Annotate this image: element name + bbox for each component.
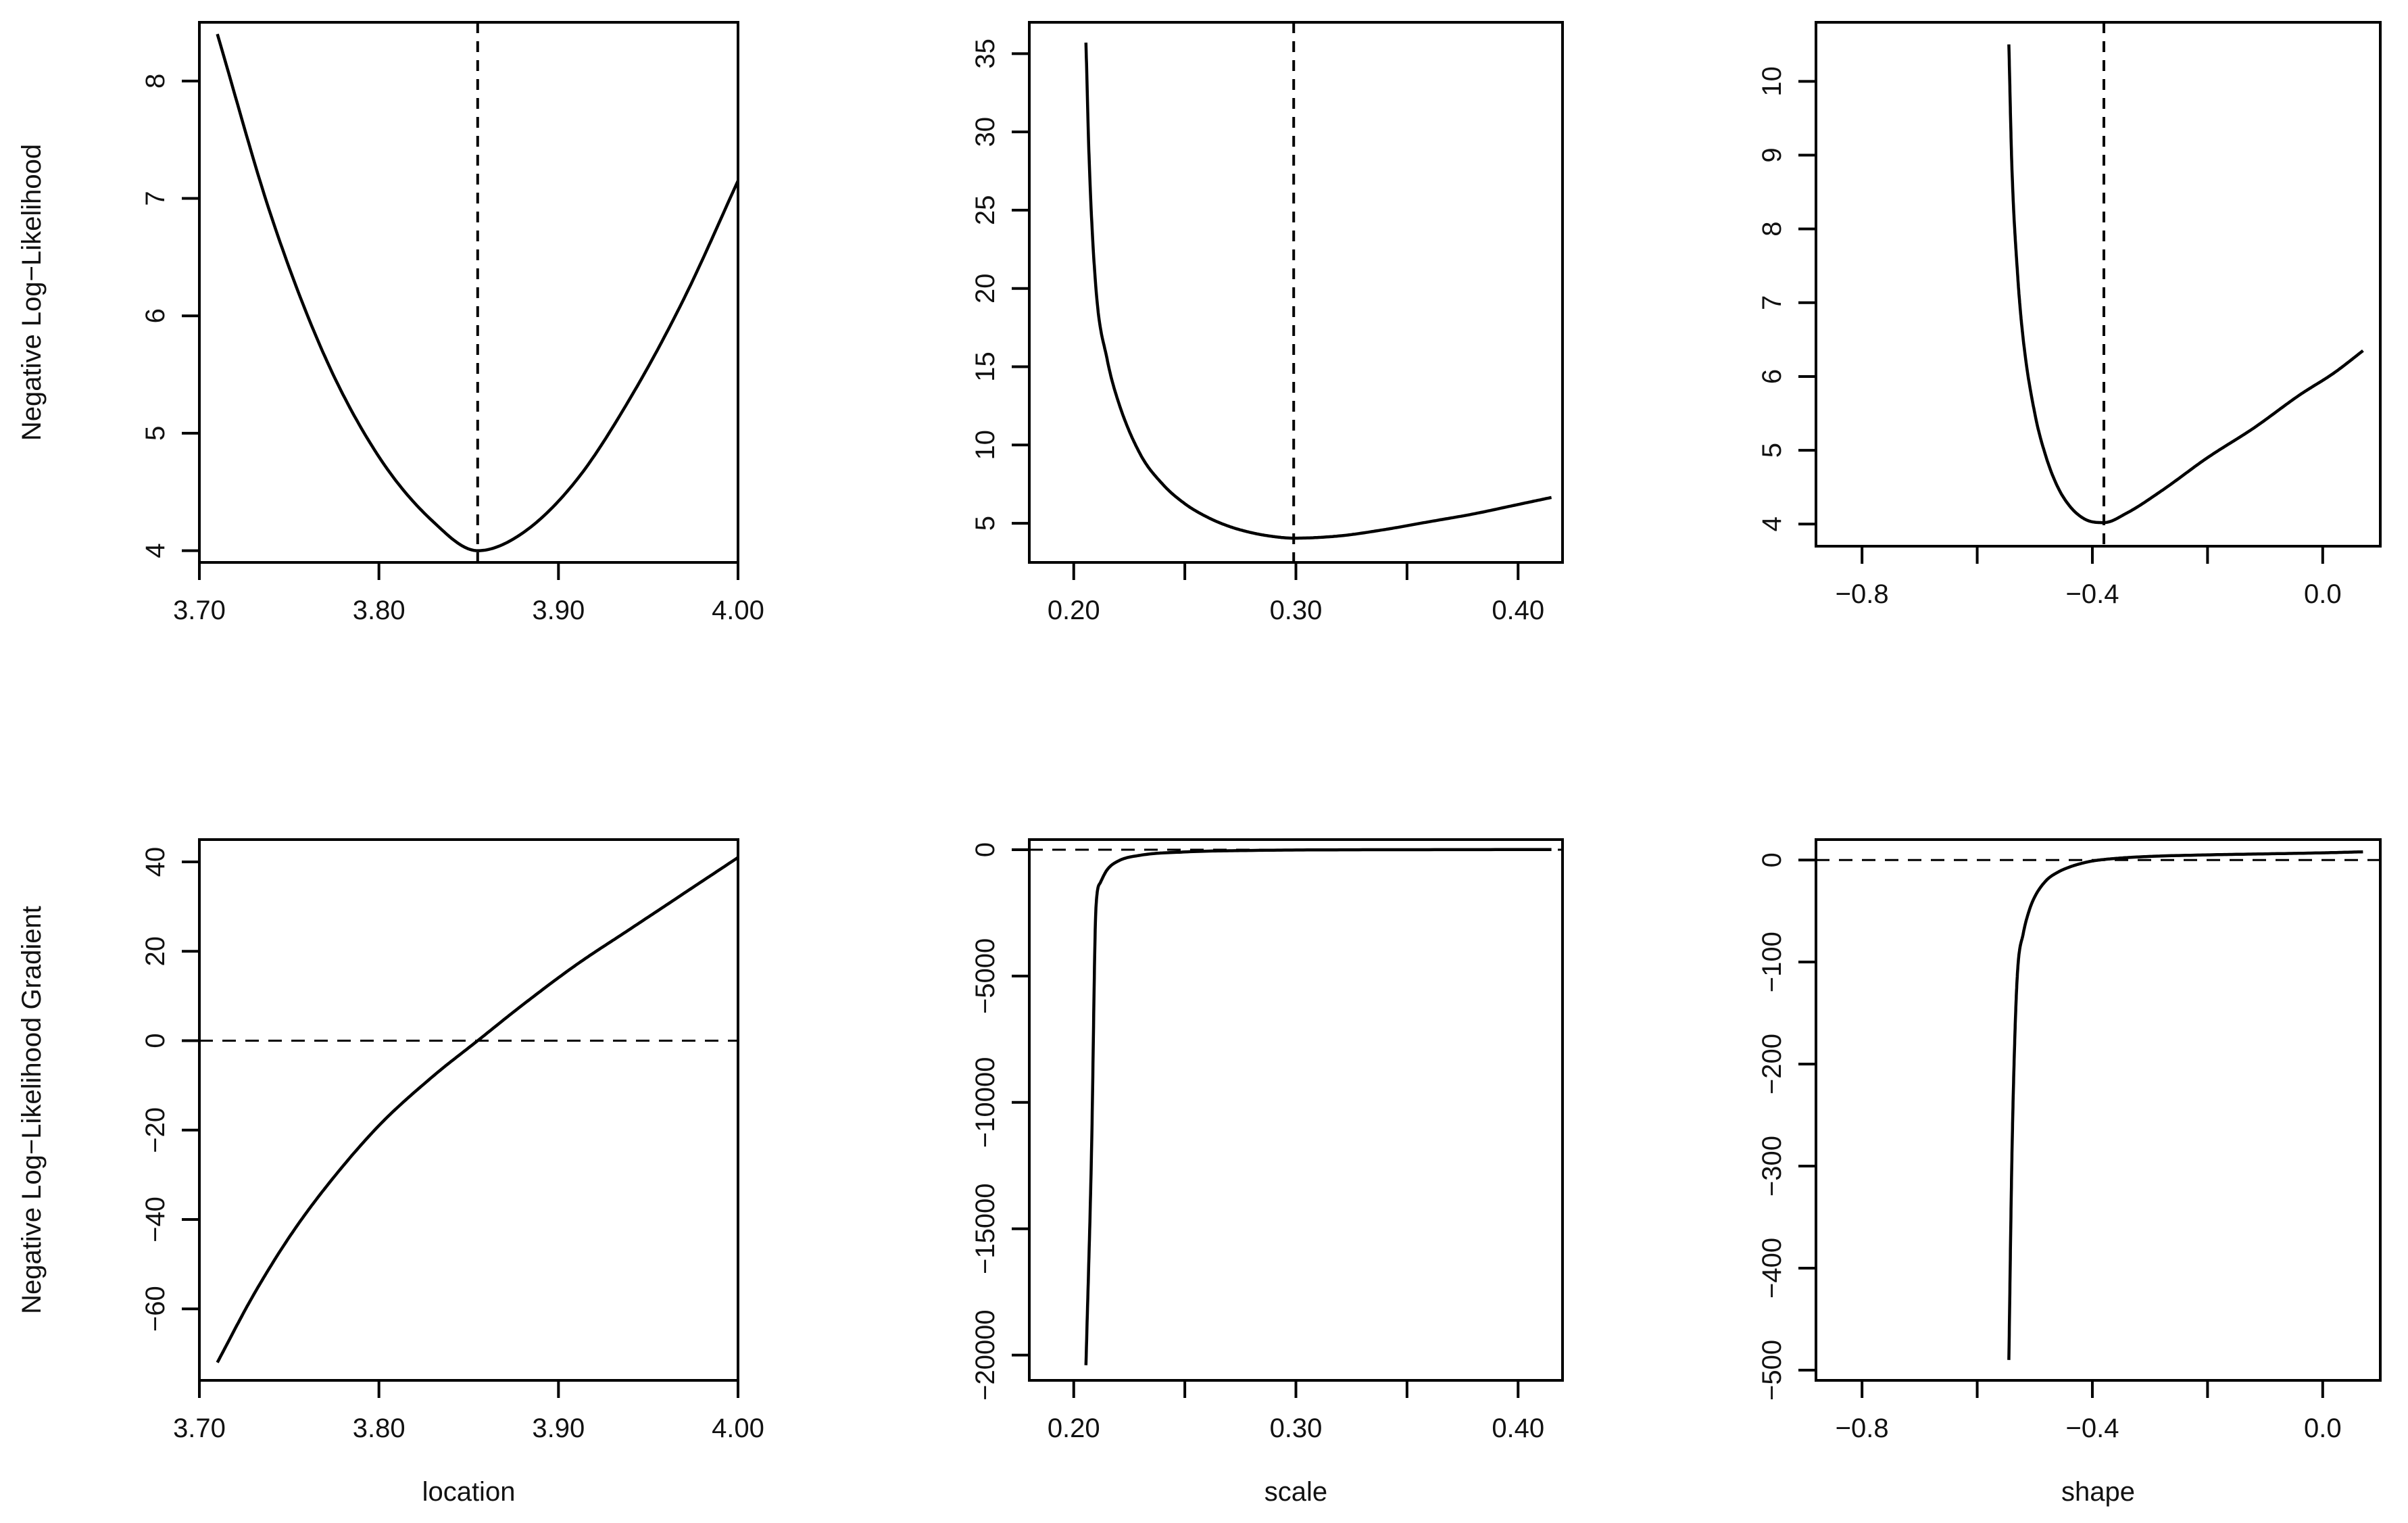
y-tick-label: 5 xyxy=(1757,443,1787,458)
y-tick-label: 7 xyxy=(1757,295,1787,310)
y-tick-label: 20 xyxy=(970,273,1000,304)
y-tick-label: −500 xyxy=(1757,1340,1787,1401)
y-tick-label: −40 xyxy=(141,1196,170,1242)
y-tick-label: 15 xyxy=(970,352,1000,382)
y-axis-label: Negative Log−Likelihood Gradient xyxy=(17,906,47,1314)
y-tick-label: −60 xyxy=(141,1286,170,1332)
x-tick-label: 0.20 xyxy=(1048,596,1100,625)
panel-4: 3.70 3.80 3.90 4.00 −60 −40 −20 0 20 40 location Ne… xyxy=(17,838,764,1507)
y-tick-label: 10 xyxy=(1757,66,1787,97)
y-tick-label: −400 xyxy=(1757,1238,1787,1299)
x-axis-label: shape xyxy=(2061,1477,2135,1507)
plot-frame xyxy=(1028,21,1564,564)
x-tick-label: −0.8 xyxy=(1836,1413,1889,1443)
y-tick-label: −5000 xyxy=(970,938,1000,1014)
x-tick-label: 0.0 xyxy=(2304,579,2342,609)
y-tick-label: 0 xyxy=(141,1033,170,1048)
y-tick-label: 8 xyxy=(141,74,170,89)
x-tick-label: 3.80 xyxy=(353,596,406,625)
series-line-1 xyxy=(2007,850,2363,1360)
y-tick-label: 6 xyxy=(141,308,170,323)
panel-3: −0.8 −0.4 0.0 4 5 6 7 8 9 10 xyxy=(1757,21,2382,609)
y-tick-label: 4 xyxy=(141,543,170,558)
y-tick-label: 7 xyxy=(141,191,170,206)
y-tick-label: −20000 xyxy=(970,1309,1000,1401)
x-tick-label: −0.4 xyxy=(2065,1413,2119,1443)
x-tick-label: −0.8 xyxy=(1836,579,1889,609)
series-line-1 xyxy=(216,33,740,552)
y-tick-label: 40 xyxy=(141,847,170,877)
x-axis-label: scale xyxy=(1264,1477,1327,1507)
x-axis-label: location xyxy=(422,1477,516,1507)
y-tick-label: −300 xyxy=(1757,1136,1787,1196)
x-tick-label: 0.30 xyxy=(1270,596,1323,625)
x-tick-label: 4.00 xyxy=(712,1413,764,1443)
x-tick-label: 0.20 xyxy=(1048,1413,1100,1443)
y-tick-label: 25 xyxy=(970,195,1000,226)
y-tick-label: 5 xyxy=(970,516,1000,531)
plot-frame xyxy=(1028,838,1564,1382)
x-tick-label: −0.4 xyxy=(2065,579,2119,609)
y-tick-label: 30 xyxy=(970,117,1000,147)
y-tick-label: −20 xyxy=(141,1107,170,1153)
y-tick-label: 0 xyxy=(970,842,1000,857)
x-tick-label: 4.00 xyxy=(712,596,764,625)
x-tick-label: 0.0 xyxy=(2304,1413,2342,1443)
x-tick-label: 0.40 xyxy=(1492,1413,1544,1443)
plot-frame xyxy=(1815,21,2382,548)
y-tick-label: 35 xyxy=(970,39,1000,69)
y-tick-label: −200 xyxy=(1757,1034,1787,1094)
x-tick-label: 3.70 xyxy=(173,596,226,625)
y-tick-label: 6 xyxy=(1757,369,1787,384)
plot-frame xyxy=(198,21,739,564)
series-line-1 xyxy=(2007,44,2364,525)
y-tick-label: 4 xyxy=(1757,516,1787,531)
x-tick-label: 3.90 xyxy=(532,1413,585,1443)
series-line-1 xyxy=(1084,43,1552,540)
series-line-1 xyxy=(216,856,739,1363)
x-tick-label: 3.90 xyxy=(532,596,585,625)
y-tick-label: −10000 xyxy=(970,1057,1000,1148)
y-axis-label: Negative Log−Likelihood xyxy=(17,144,47,441)
y-tick-label: 8 xyxy=(1757,222,1787,237)
y-tick-label: 5 xyxy=(141,426,170,441)
panel-5: 0.20 0.30 0.40 −20000 −15000 −10000 −5000 0 scal… xyxy=(970,838,1564,1507)
panel-2: 0.20 0.30 0.40 5 10 15 20 25 30 35 xyxy=(970,21,1564,625)
y-tick-label: 9 xyxy=(1757,147,1787,162)
y-tick-label: 20 xyxy=(141,936,170,967)
panel-1: 3.70 3.80 3.90 4.00 4 5 6 7 8 Negative Log−Likeli… xyxy=(17,21,764,625)
x-tick-label: 0.30 xyxy=(1270,1413,1323,1443)
plot-frame xyxy=(198,838,739,1382)
panel-6: −0.8 −0.4 0.0 −500 −400 −300 −200 −100 0 shape xyxy=(1757,838,2382,1507)
x-tick-label: 3.80 xyxy=(353,1413,406,1443)
y-tick-label: −100 xyxy=(1757,932,1787,992)
series-line-1 xyxy=(1084,848,1552,1365)
y-tick-label: 10 xyxy=(970,430,1000,460)
y-tick-label: 0 xyxy=(1757,852,1787,867)
y-tick-label: −15000 xyxy=(970,1183,1000,1274)
plot-frame xyxy=(1815,838,2382,1382)
x-tick-label: 3.70 xyxy=(173,1413,226,1443)
x-tick-label: 0.40 xyxy=(1492,596,1544,625)
